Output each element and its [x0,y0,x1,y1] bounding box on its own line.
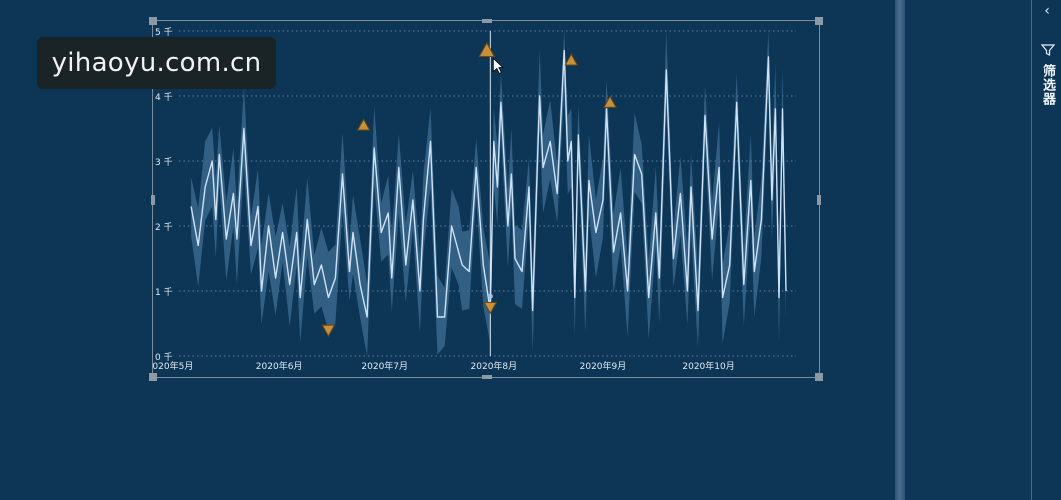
anomaly-marker[interactable] [564,53,579,66]
mouse-pointer-arrow [492,57,504,75]
watermark: yihaoyu.com.cn [37,37,276,89]
resize-handle-top-left[interactable] [149,17,157,25]
line-chart-svg[interactable]: 0 千 1 千 2 千 3 千 4 千 5 千 2020年5月 2020年6月 2020年7月… [153,21,821,379]
resize-handle-right[interactable] [817,195,821,205]
y-tick-label: 0 千 [155,352,173,363]
anomaly-marker[interactable] [478,41,496,57]
x-tick-label: 2020年8月 [471,360,518,372]
anomaly-line-chart-visual[interactable]: 0 千 1 千 2 千 3 千 4 千 5 千 2020年5月 2020年6月 2020年7月… [149,17,823,381]
cursor-point [487,293,493,299]
pane-splitter[interactable] [895,0,905,500]
filter-pane[interactable]: ‹ 筛选器 [1031,0,1061,500]
report-canvas[interactable]: 0 千 1 千 2 千 3 千 4 千 5 千 2020年5月 2020年6月 2020年7月… [0,0,895,500]
y-tick-label: 4 千 [155,92,173,103]
y-tick-label: 2 千 [155,222,173,233]
x-tick-label: 2020年6月 [256,360,303,372]
series-line [190,49,787,318]
side-panel [905,0,1031,500]
y-axis-ticks: 0 千 1 千 2 千 3 千 4 千 5 千 [155,27,173,363]
watermark-text: yihaoyu.com.cn [51,48,262,78]
x-axis-ticks: 2020年5月 2020年6月 2020年7月 2020年8月 2020年9月 2020年… [153,360,735,372]
resize-handle-left[interactable] [151,195,155,205]
funnel-icon [1040,44,1056,56]
resize-handle-bottom-left[interactable] [149,373,157,381]
resize-handle-top-right[interactable] [815,17,823,25]
anomaly-marker[interactable] [321,324,336,338]
chevron-left-icon[interactable]: ‹ [1044,3,1050,19]
hover-cursor-line [487,31,493,356]
y-tick-label: 3 千 [155,157,173,168]
anomaly-marker[interactable] [356,118,371,131]
expected-range-band [191,31,787,356]
anomaly-marker[interactable] [483,301,498,315]
y-tick-label: 1 千 [155,287,173,298]
y-tick-label: 5 千 [155,27,173,38]
resize-handle-bottom[interactable] [482,375,492,379]
range-band-area [191,31,787,356]
x-tick-label: 2020年9月 [580,360,627,372]
anomaly-markers[interactable] [321,41,617,338]
x-tick-label: 2020年7月 [361,360,408,372]
resize-handle-bottom-right[interactable] [815,373,823,381]
x-tick-label: 2020年10月 [682,360,734,372]
x-tick-label: 2020年5月 [153,360,193,372]
series-line-path [190,49,787,318]
filter-pane-label[interactable]: 筛选器 [1040,64,1055,106]
anomaly-marker[interactable] [603,95,617,108]
mouse-pointer-icon [492,57,504,75]
resize-handle-top[interactable] [482,19,492,23]
